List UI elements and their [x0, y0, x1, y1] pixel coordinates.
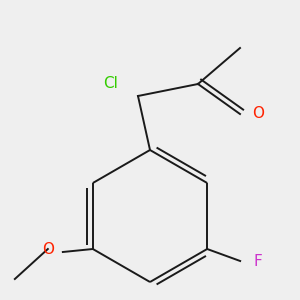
Text: O: O — [252, 106, 264, 122]
Text: F: F — [254, 254, 262, 268]
Text: Cl: Cl — [103, 76, 118, 92]
Text: O: O — [42, 242, 54, 256]
